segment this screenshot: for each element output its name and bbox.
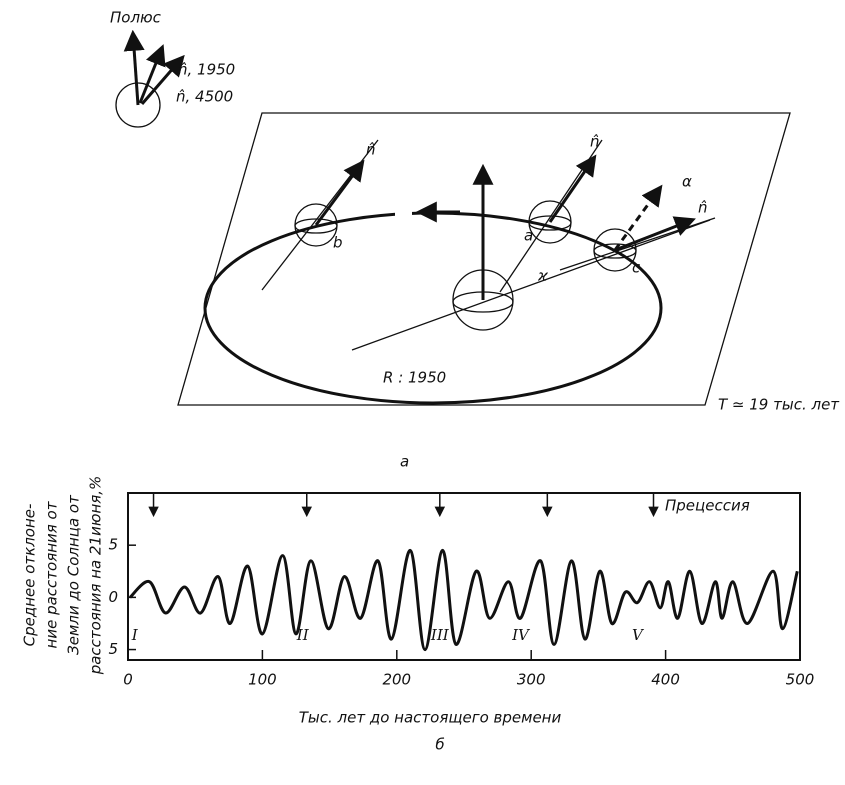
- axis-label: n̂: [590, 133, 600, 151]
- planet-equator: [593, 243, 637, 259]
- axis-label: n̂: [366, 141, 376, 159]
- caption: б: [435, 736, 444, 754]
- angle-label: α: [682, 173, 692, 191]
- axis-arrow: [548, 154, 597, 223]
- period-label: III: [430, 626, 450, 644]
- x-tick-label: 200: [382, 671, 411, 689]
- angle-label: ϰ: [537, 267, 548, 285]
- axis-arrow: [138, 44, 166, 104]
- period-label: T ≃ 19 тыс. лет: [718, 396, 840, 414]
- orbit-diagram: Полюс n̂, 1950 n̂, 4500 R : 1950 ϰ n̂ b …: [110, 9, 840, 471]
- y-axis-label: ние расстояния от: [43, 500, 61, 648]
- curve: [128, 548, 799, 652]
- y-tick-label: 5: [108, 536, 118, 554]
- radius-label: R : 1950: [383, 369, 446, 387]
- planet-equator: [528, 215, 572, 231]
- y-tick-label: 5: [108, 640, 118, 658]
- x-tick-label: 300: [517, 671, 546, 689]
- period-label: IV: [511, 626, 531, 644]
- axis-label: n̂, 1950: [178, 61, 235, 79]
- planet-equator: [294, 218, 338, 234]
- legend-label: Прецессия: [665, 497, 750, 515]
- x-axis-label: Тыс. лет до настоящего времени: [299, 709, 562, 727]
- point-label: c: [632, 259, 641, 277]
- dashed-axis: [613, 184, 663, 251]
- radius-line: [351, 219, 711, 351]
- period-label: V: [632, 626, 645, 644]
- planet-axis: [499, 139, 603, 293]
- x-tick-label: 0: [123, 671, 133, 689]
- axis-arrow: [614, 216, 696, 252]
- x-tick-label: 500: [786, 671, 815, 689]
- point-label: a: [524, 227, 533, 245]
- point-label: b: [333, 234, 343, 252]
- pole-label: Полюс: [110, 9, 162, 27]
- axis-label: n̂, 4500: [176, 88, 233, 106]
- x-tick-label: 400: [651, 671, 680, 689]
- y-axis-label: Среднее отклоне-: [21, 504, 39, 647]
- x-tick-label: 100: [248, 671, 277, 689]
- pole-arrow: [123, 29, 145, 106]
- axis-arrow: [140, 54, 185, 105]
- plot-frame: [127, 492, 801, 661]
- y-axis-label: расстояния на 21июня,%: [87, 476, 105, 676]
- y-tick-label: 0: [108, 588, 118, 606]
- period-label: II: [296, 626, 310, 644]
- axis-label: n̂: [698, 199, 708, 217]
- axis-arrow: [314, 159, 365, 226]
- y-axis-label: Земли до Солнца от: [65, 494, 83, 655]
- caption: а: [400, 453, 409, 471]
- period-label: I: [131, 626, 139, 644]
- earth-icon: [115, 82, 161, 128]
